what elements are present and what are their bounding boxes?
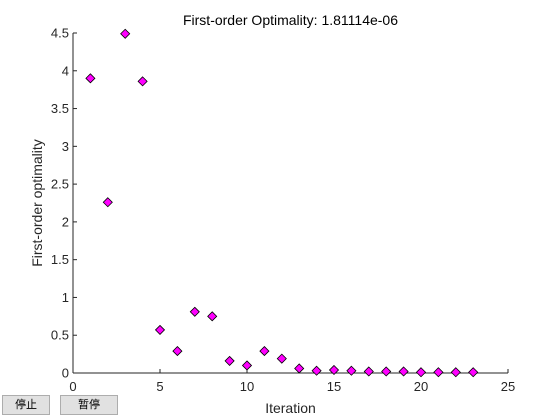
y-tick-label: 0.5 <box>51 328 69 343</box>
data-point <box>189 306 200 317</box>
x-axis-label: Iteration <box>265 400 316 416</box>
plot-area <box>73 33 508 373</box>
data-series <box>85 28 479 378</box>
y-tick-label: 4.5 <box>51 26 69 41</box>
data-point <box>137 76 148 87</box>
y-tick-label: 3.5 <box>51 101 69 116</box>
y-tick-label: 2 <box>62 214 69 229</box>
x-tick-label: 0 <box>69 379 76 394</box>
y-tick-label: 0 <box>62 366 69 381</box>
pause-button[interactable]: 暂停 <box>60 395 118 415</box>
data-point <box>398 366 409 377</box>
x-tick-label: 5 <box>156 379 163 394</box>
data-point <box>346 365 357 376</box>
y-tick-label: 1.5 <box>51 252 69 267</box>
data-point <box>450 367 461 378</box>
y-tick-label: 4 <box>62 63 69 78</box>
data-point <box>328 364 340 376</box>
data-point <box>433 367 444 378</box>
chart-title: First-order Optimality: 1.81114e-06 <box>183 12 398 28</box>
data-point <box>102 197 113 208</box>
data-point <box>415 367 427 378</box>
stop-button[interactable]: 停止 <box>2 395 50 415</box>
data-point <box>154 324 166 335</box>
x-tick-label: 10 <box>240 379 254 394</box>
y-axis-ticks: 0 0.5 1 1.5 2 2.5 3 3.5 4 4.5 <box>51 26 77 381</box>
data-point <box>381 366 392 377</box>
data-point <box>311 365 322 376</box>
data-point <box>276 353 287 364</box>
x-tick-label: 15 <box>327 379 341 394</box>
y-tick-label: 3 <box>62 139 69 154</box>
x-tick-label: 25 <box>501 379 515 394</box>
data-point <box>259 346 270 357</box>
data-point <box>294 363 305 374</box>
y-axis-label: First-order optimality <box>29 139 45 267</box>
data-point <box>172 346 183 357</box>
x-tick-label: 20 <box>414 379 428 394</box>
data-point <box>241 360 253 371</box>
y-tick-label: 1 <box>62 290 69 305</box>
data-point <box>85 73 96 84</box>
data-point <box>468 367 479 378</box>
data-point <box>224 355 235 366</box>
y-tick-label: 2.5 <box>51 177 69 192</box>
data-point <box>207 311 218 322</box>
data-point <box>363 366 374 377</box>
data-point <box>120 28 131 39</box>
